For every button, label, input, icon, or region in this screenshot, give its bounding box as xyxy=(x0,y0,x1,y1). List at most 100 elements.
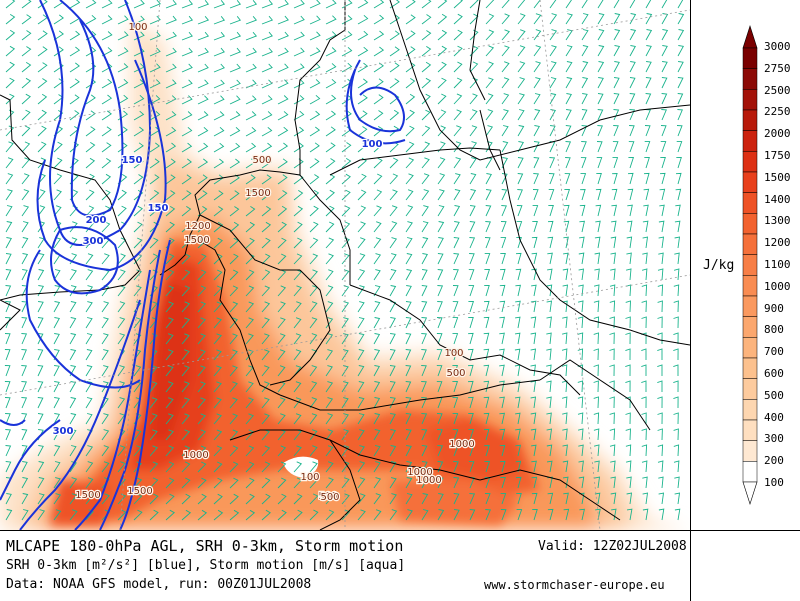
wind-barb xyxy=(405,157,415,169)
wind-barb xyxy=(453,205,461,217)
colorbar-swatch xyxy=(742,419,758,441)
wind-barb xyxy=(69,429,77,441)
wind-barb xyxy=(245,16,258,25)
wind-barb xyxy=(577,332,584,345)
wind-barb xyxy=(325,142,336,153)
wind-barb xyxy=(101,349,109,361)
wind-barb xyxy=(357,142,368,153)
wind-barb xyxy=(37,141,47,153)
srh-contours xyxy=(0,0,406,531)
wind-barb xyxy=(437,301,443,313)
wind-barb xyxy=(53,381,60,393)
wind-barb xyxy=(309,142,320,153)
wind-barb xyxy=(117,461,126,473)
wind-barb xyxy=(546,300,553,313)
wind-barb xyxy=(661,109,667,121)
wind-barb xyxy=(165,79,177,89)
wind-barb xyxy=(421,333,427,345)
wind-barb xyxy=(85,493,94,505)
wind-barb xyxy=(101,62,113,73)
wind-barb xyxy=(405,46,416,57)
wind-barb xyxy=(484,237,491,249)
wind-barb xyxy=(261,111,273,121)
wind-barb xyxy=(181,79,193,89)
wind-barb xyxy=(674,220,681,233)
wind-barb xyxy=(677,13,685,25)
wind-barb xyxy=(577,412,584,425)
wind-barb xyxy=(69,94,80,105)
wind-barb xyxy=(437,125,447,137)
colorbar-swatch xyxy=(742,130,758,152)
wind-barb xyxy=(405,205,414,217)
wind-barb xyxy=(165,317,174,329)
wind-barb xyxy=(293,237,303,249)
wind-barb xyxy=(37,477,45,489)
wind-barb xyxy=(485,221,491,233)
wind-barb xyxy=(85,253,94,265)
wind-barb xyxy=(373,126,384,137)
wind-barb xyxy=(101,221,111,233)
wind-barb xyxy=(309,31,321,41)
wind-barb xyxy=(357,237,366,249)
wind-barb xyxy=(245,461,255,473)
wind-barb xyxy=(530,396,537,409)
wind-barb xyxy=(245,413,254,425)
wind-barb xyxy=(101,333,109,345)
wind-barb xyxy=(467,364,474,377)
wind-barb xyxy=(609,396,615,409)
wind-barb xyxy=(101,413,109,425)
wind-barb xyxy=(69,397,77,409)
cape-contour-label: 1000 xyxy=(407,467,432,478)
website-link[interactable]: www.stormchaser-europe.eu xyxy=(484,578,665,592)
wind-barb xyxy=(405,461,413,473)
wind-barb xyxy=(499,284,506,297)
wind-barb xyxy=(309,79,321,89)
wind-barb xyxy=(117,142,128,153)
wind-barb xyxy=(181,381,190,393)
wind-barb xyxy=(484,269,491,281)
wind-barb xyxy=(517,13,526,25)
wind-barb xyxy=(21,14,32,25)
wind-barb xyxy=(593,332,599,345)
wind-barb xyxy=(468,429,475,441)
wind-barb xyxy=(245,174,256,185)
wind-barb xyxy=(197,445,207,457)
wind-barb xyxy=(277,493,287,505)
colorbar-tick-label: 2250 xyxy=(764,105,791,119)
wind-barb xyxy=(611,188,618,201)
wind-barb xyxy=(37,0,48,9)
wind-barb xyxy=(421,477,429,489)
wind-barb xyxy=(5,445,12,457)
srh-contour-label: 150 xyxy=(122,155,143,166)
wind-barb xyxy=(499,460,506,473)
wind-barb xyxy=(405,253,413,265)
wind-barb xyxy=(357,173,367,185)
wind-barb xyxy=(37,461,45,473)
wind-barb xyxy=(517,45,526,57)
wind-barb xyxy=(578,268,585,281)
wind-barb xyxy=(581,109,588,121)
wind-barb xyxy=(325,78,337,89)
wind-barb xyxy=(565,157,571,169)
wind-barb xyxy=(229,126,241,137)
wind-barb xyxy=(677,93,684,105)
wind-barb xyxy=(673,300,679,313)
wind-barb xyxy=(5,125,15,137)
wind-barb xyxy=(37,125,47,137)
wind-barb xyxy=(485,205,492,217)
wind-barb xyxy=(309,413,318,425)
wind-barb xyxy=(629,13,637,25)
wind-barb xyxy=(37,173,46,185)
wind-barb xyxy=(452,349,459,361)
wind-barb xyxy=(85,94,96,105)
wind-barb xyxy=(149,190,160,201)
wind-barb xyxy=(625,380,631,393)
wind-barb xyxy=(165,349,174,361)
wind-barb xyxy=(325,221,335,233)
wind-barb xyxy=(597,29,605,41)
wind-barb xyxy=(517,125,525,137)
wind-barb xyxy=(149,0,161,9)
wind-barb xyxy=(610,236,617,249)
wind-barb xyxy=(149,47,161,57)
wind-barb xyxy=(53,157,63,169)
